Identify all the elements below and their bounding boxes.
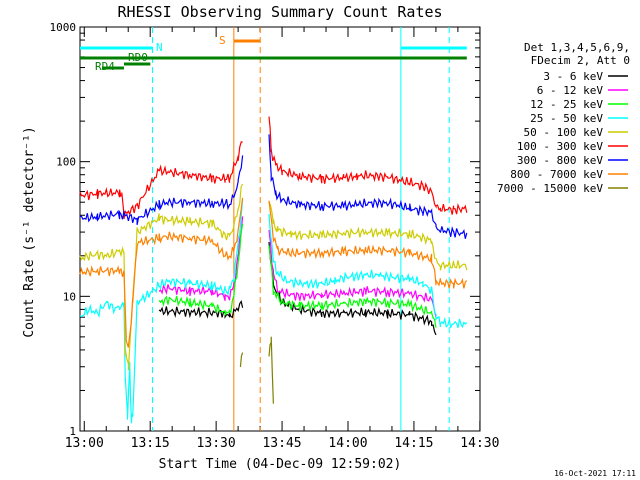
x-tick-label: 14:30 bbox=[460, 436, 499, 451]
x-tick-label: 14:15 bbox=[394, 436, 433, 451]
y-tick-label: 100 bbox=[56, 156, 76, 169]
series-line bbox=[80, 134, 468, 239]
chart-title: RHESSI Observing Summary Count Rates bbox=[117, 3, 442, 21]
legend-label: 6 - 12 keV bbox=[537, 84, 604, 97]
series-line bbox=[158, 241, 437, 336]
legend-label: 3 - 6 keV bbox=[543, 70, 603, 83]
series-line bbox=[158, 223, 437, 328]
legend-label: 7000 - 15000 keV bbox=[497, 182, 603, 195]
legend-label: 100 - 300 keV bbox=[517, 140, 603, 153]
series-line bbox=[79, 199, 468, 424]
y-tick-label: 10 bbox=[63, 290, 76, 303]
state-label-n: N bbox=[156, 41, 163, 54]
x-tick-label: 13:30 bbox=[197, 436, 236, 451]
x-tick-label: 14:00 bbox=[328, 436, 367, 451]
y-tick-label: 1000 bbox=[50, 21, 77, 34]
legend-header-line-2: FDecim 2, Att 0 bbox=[531, 54, 630, 67]
legend: Det 1,3,4,5,6,9, FDecim 2, Att 0 3 - 6 k… bbox=[497, 41, 630, 195]
x-tick-label: 13:45 bbox=[262, 436, 301, 451]
state-label-s: S bbox=[219, 34, 226, 47]
series-line bbox=[79, 116, 468, 220]
series-line bbox=[239, 336, 274, 404]
series-line bbox=[79, 197, 468, 348]
legend-label: 12 - 25 keV bbox=[530, 98, 603, 111]
legend-label: 800 - 7000 keV bbox=[510, 168, 603, 181]
footer-date: 16-Oct-2021 17:11 bbox=[554, 469, 636, 478]
plot-area: 1 10 100 1000 13:00 13:15 13:30 13:45 14:00 14:15… bbox=[50, 21, 500, 451]
x-tick-label: 13:00 bbox=[65, 436, 104, 451]
legend-label: 25 - 50 keV bbox=[530, 112, 603, 125]
series-line bbox=[79, 183, 468, 371]
y-tick-label: 1 bbox=[69, 425, 76, 438]
x-tick-label: 13:15 bbox=[131, 436, 170, 451]
series-line bbox=[158, 216, 437, 318]
y-axis-label: Count Rate (s⁻¹ detector⁻¹) bbox=[22, 126, 37, 337]
x-axis-label: Start Time (04-Dec-09 12:59:02) bbox=[159, 457, 402, 472]
legend-header-line-1: Det 1,3,4,5,6,9, bbox=[524, 41, 630, 54]
plot-frame bbox=[79, 26, 481, 432]
state-label-rd4: RD4 bbox=[95, 60, 115, 73]
legend-label: 50 - 100 keV bbox=[524, 126, 604, 139]
legend-label: 300 - 800 keV bbox=[517, 154, 603, 167]
